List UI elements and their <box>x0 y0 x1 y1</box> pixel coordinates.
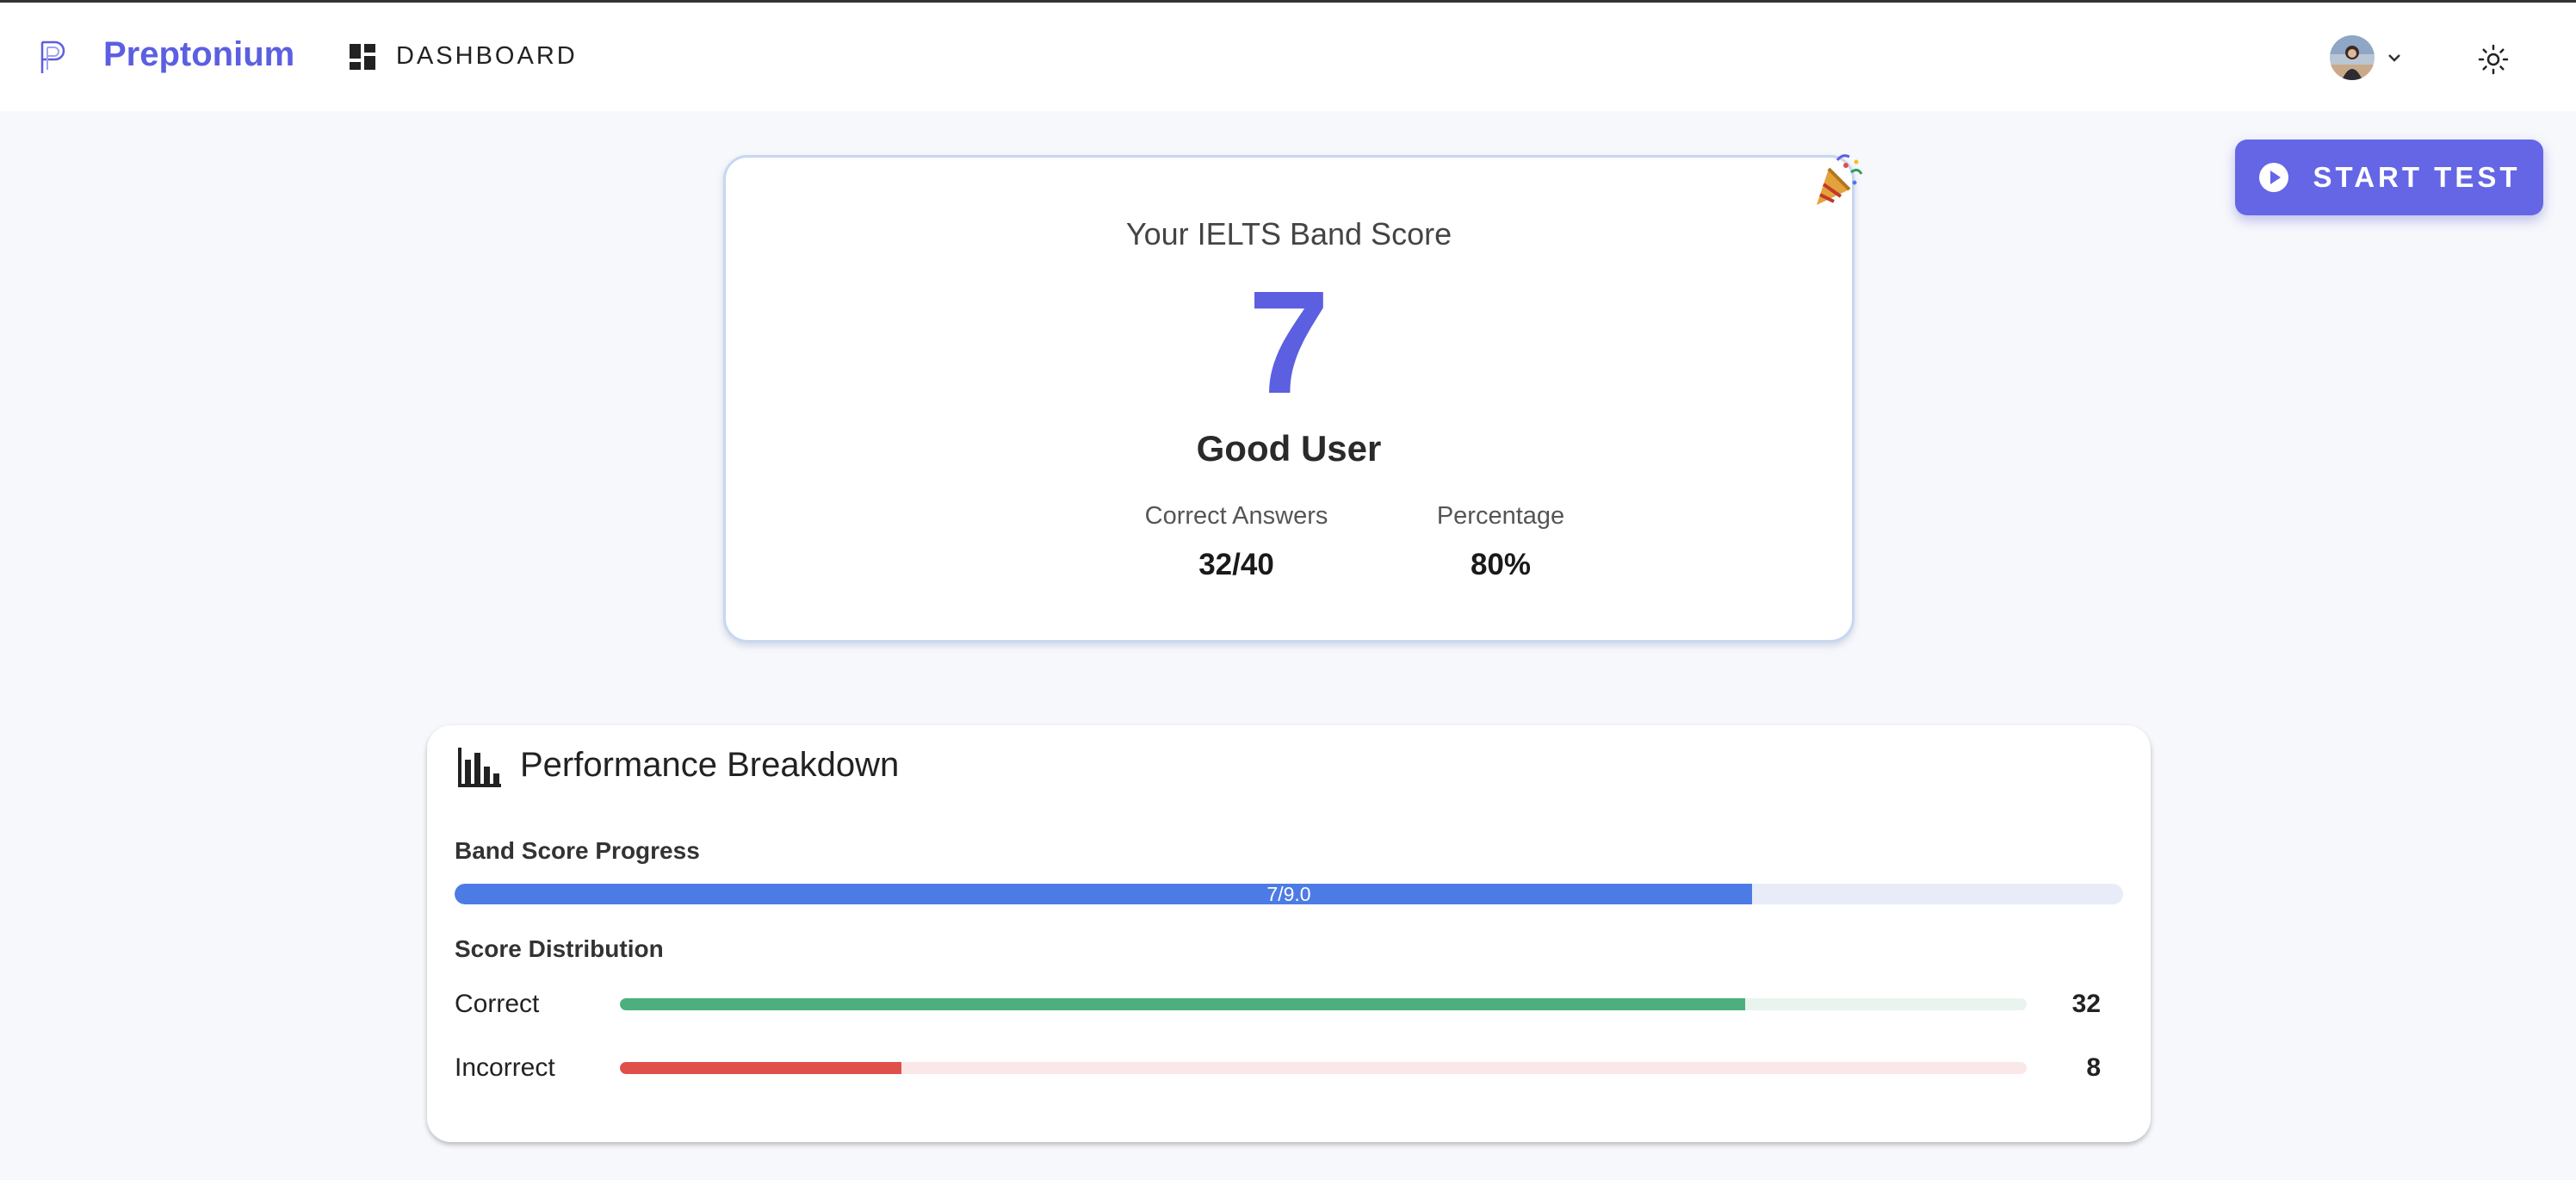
performance-breakdown-card: Performance Breakdown Band Score Progres… <box>427 725 2151 1142</box>
band-progress-heading: Band Score Progress <box>455 837 700 864</box>
avatar <box>2330 35 2375 80</box>
score-level: Good User <box>1196 428 1382 469</box>
band-score-value: 7 <box>1248 261 1330 425</box>
distribution-fill <box>620 998 1746 1010</box>
distribution-row-correct: Correct 32 <box>455 987 2116 1022</box>
score-title: Your IELTS Band Score <box>1125 216 1452 252</box>
band-progress-fill <box>455 884 1753 904</box>
distribution-label: Correct <box>455 990 540 1018</box>
stat-label: Correct Answers <box>1144 502 1328 530</box>
party-popper-icon <box>1817 154 1863 205</box>
nav-dashboard[interactable]: DASHBOARD <box>350 42 578 71</box>
sun-icon[interactable] <box>2474 40 2512 78</box>
band-progress-bar: 7/9.0 <box>455 884 2123 904</box>
distribution-row-incorrect: Incorrect 8 <box>455 1051 2116 1085</box>
start-test-label: START TEST <box>2313 161 2521 193</box>
distribution-track <box>620 998 2027 1010</box>
play-icon <box>2259 163 2289 192</box>
grid-icon <box>350 43 375 70</box>
stat-label: Percentage <box>1436 502 1565 530</box>
stat-value: 80% <box>1470 548 1532 581</box>
distribution-track <box>620 1062 2027 1074</box>
preptonium-logo-icon[interactable] <box>40 40 69 75</box>
band-progress-label: 7/9.0 <box>1266 884 1311 904</box>
top-navbar: Preptonium DASHBOARD <box>0 3 2576 111</box>
stat-correct-answers: Correct Answers 32/40 <box>1093 502 1380 582</box>
distribution-label: Incorrect <box>455 1053 555 1082</box>
distribution-count: 32 <box>2071 990 2101 1018</box>
score-distribution-heading: Score Distribution <box>455 935 664 962</box>
stat-value: 32/40 <box>1198 548 1274 581</box>
bar-chart-icon <box>458 748 501 787</box>
user-menu[interactable] <box>2330 35 2402 80</box>
distribution-fill <box>620 1062 901 1074</box>
chevron-down-icon <box>2388 54 2400 62</box>
brand-name[interactable]: Preptonium <box>103 35 295 73</box>
performance-title: Performance Breakdown <box>520 746 900 784</box>
band-score-card: Your IELTS Band Score 7 Good User Correc… <box>723 155 1855 643</box>
top-border <box>0 0 2576 3</box>
nav-dashboard-label: DASHBOARD <box>396 42 578 70</box>
stat-percentage: Percentage 80% <box>1328 502 1673 582</box>
distribution-count: 8 <box>2086 1053 2101 1082</box>
start-test-button[interactable]: START TEST <box>2235 140 2543 215</box>
